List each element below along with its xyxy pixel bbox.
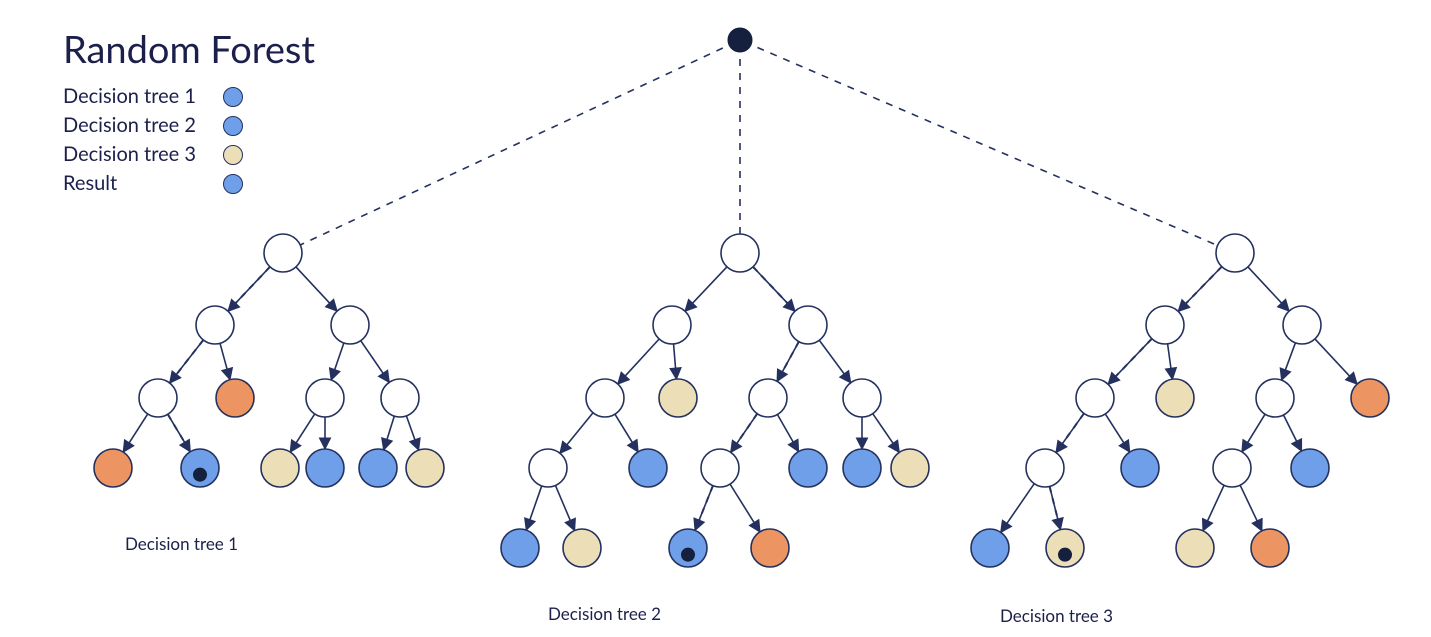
tree-edge xyxy=(296,267,337,311)
tree-node xyxy=(501,529,539,567)
tree-edge xyxy=(777,414,798,451)
tree-node xyxy=(1291,449,1329,487)
tree-node xyxy=(1351,379,1389,417)
tree-node xyxy=(563,529,601,567)
tree-edge xyxy=(1240,485,1262,531)
tree-node xyxy=(629,449,667,487)
tree-edge xyxy=(730,484,760,532)
tree-node xyxy=(1156,379,1194,417)
tree-node xyxy=(751,529,789,567)
tree-node xyxy=(843,379,881,417)
tree-node xyxy=(196,306,234,344)
tree-edge xyxy=(685,267,727,311)
root-link xyxy=(757,48,1217,246)
sample-root-node xyxy=(728,28,752,52)
tree-node xyxy=(261,449,299,487)
tree-edge xyxy=(220,343,230,379)
tree-label: Decision tree 3 xyxy=(1000,605,1113,626)
root-link xyxy=(300,48,723,245)
tree-node xyxy=(1146,306,1184,344)
tree-node xyxy=(1251,529,1289,567)
tree-node xyxy=(331,306,369,344)
decision-tree xyxy=(971,234,1389,567)
tree-node xyxy=(381,379,419,417)
tree-edge xyxy=(1315,339,1357,384)
tree-node xyxy=(1213,449,1251,487)
tree-node xyxy=(139,379,177,417)
tree-node xyxy=(1176,529,1214,567)
tree-edge xyxy=(615,414,638,452)
tree-edge xyxy=(1283,415,1301,451)
tree-node xyxy=(529,449,567,487)
tree-node xyxy=(891,449,929,487)
tree-edge xyxy=(618,339,659,384)
tree-node xyxy=(406,449,444,487)
tree-node xyxy=(749,379,787,417)
tree-edge xyxy=(1168,344,1173,379)
tree-edge xyxy=(361,341,390,383)
tree-node xyxy=(264,234,302,272)
tree-node xyxy=(359,449,397,487)
tree-edge xyxy=(1242,414,1265,452)
tree-node xyxy=(701,449,739,487)
tree-edge xyxy=(1001,484,1034,533)
tree-node xyxy=(586,379,624,417)
tree-edge xyxy=(1105,414,1129,452)
tree-edge xyxy=(819,340,850,382)
tree-node xyxy=(216,379,254,417)
tree-edge xyxy=(331,343,344,380)
tree-edge xyxy=(384,416,395,450)
tree-label: Decision tree 1 xyxy=(125,533,238,554)
tree-edge xyxy=(560,413,593,454)
tree-node xyxy=(659,379,697,417)
tree-node xyxy=(1076,379,1114,417)
tree-label: Decision tree 2 xyxy=(548,603,661,624)
tree-edge xyxy=(406,416,418,450)
tree-node xyxy=(306,379,344,417)
tree-node xyxy=(1283,306,1321,344)
decision-tree xyxy=(94,234,444,487)
tree-node xyxy=(1216,234,1254,272)
tree-edge xyxy=(1248,267,1289,311)
tree-edge xyxy=(123,414,147,452)
result-indicator xyxy=(1058,548,1072,562)
tree-node xyxy=(653,306,691,344)
result-indicator xyxy=(681,548,695,562)
tree-node xyxy=(971,529,1009,567)
tree-edge xyxy=(1203,485,1224,531)
tree-edge xyxy=(526,486,541,530)
tree-node xyxy=(1121,449,1159,487)
tree-node xyxy=(789,449,827,487)
tree-node xyxy=(94,449,132,487)
tree-node xyxy=(721,234,759,272)
tree-edge xyxy=(555,485,574,530)
tree-node xyxy=(843,449,881,487)
tree-edge xyxy=(674,344,677,379)
tree-node xyxy=(1256,379,1294,417)
decision-tree xyxy=(501,234,929,567)
result-indicator xyxy=(193,468,207,482)
tree-node xyxy=(1026,449,1064,487)
tree-edge xyxy=(873,414,900,453)
tree-edge xyxy=(1282,343,1296,380)
diagram-canvas: Random Forest Decision tree 1Decision tr… xyxy=(0,0,1431,637)
tree-node xyxy=(789,306,827,344)
tree-edge xyxy=(290,414,314,452)
tree-node xyxy=(306,449,344,487)
